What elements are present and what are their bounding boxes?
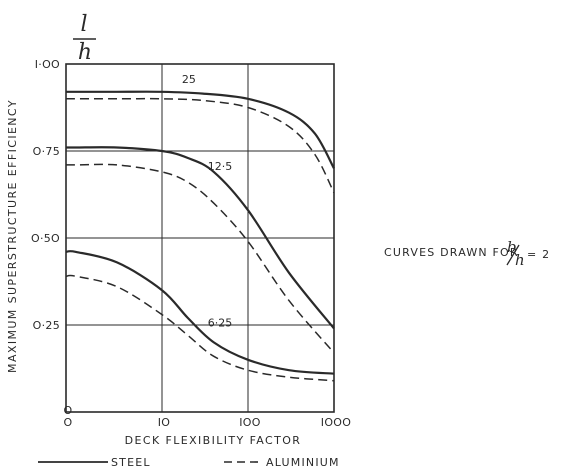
x-tick-label: IO xyxy=(158,416,171,429)
curves-note-prefix: CURVES DRAWN FOR xyxy=(384,246,519,259)
legend-aluminium-label: ALUMINIUM xyxy=(266,456,340,469)
title-fraction-denominator: h xyxy=(78,40,92,65)
y-tick-labels: O O·25 O·5O O·75 I·OO xyxy=(31,58,73,417)
series-line-aluminium xyxy=(65,163,335,354)
x-axis-title: DECK FLEXIBILITY FACTOR xyxy=(125,434,302,447)
series-lines xyxy=(65,90,335,382)
curves-note: CURVES DRAWN FOR b h = 2 xyxy=(384,238,550,269)
y-tick-label: O xyxy=(64,404,73,417)
x-tick-labels: O IO IOO IOOO xyxy=(64,416,351,429)
series-line-aluminium xyxy=(66,97,335,194)
series-line-aluminium xyxy=(65,274,335,382)
curves-note-frac-den: h xyxy=(515,251,525,269)
curve-label: 6·25 xyxy=(208,317,233,330)
legend: STEEL ALUMINIUM xyxy=(38,456,340,469)
y-tick-label: O·5O xyxy=(31,232,60,245)
series-line-steel xyxy=(65,250,335,375)
grid-lines xyxy=(66,64,334,412)
x-tick-label: IOO xyxy=(239,416,261,429)
curve-labels: 25 12·5 6·25 xyxy=(182,73,232,330)
series-line-steel xyxy=(66,146,335,330)
curve-label: 12·5 xyxy=(208,160,233,173)
title-fraction-numerator: l xyxy=(80,12,87,37)
curve-label: 25 xyxy=(182,73,196,86)
y-tick-label: O·75 xyxy=(33,145,60,158)
curves-note-suffix: = 2 xyxy=(527,248,550,261)
y-tick-label: I·OO xyxy=(35,58,60,71)
series-line-steel xyxy=(66,90,335,169)
title-fraction: l h xyxy=(73,12,96,65)
plot-frame xyxy=(65,63,335,413)
x-tick-label: O xyxy=(64,416,73,429)
y-axis-title: MAXIMUM SUPERSTRUCTURE EFFICIENCY xyxy=(6,99,19,373)
x-tick-label: IOOO xyxy=(321,416,351,429)
curves-note-frac-slash xyxy=(506,244,520,266)
curves-note-frac-num: b xyxy=(507,238,517,256)
y-tick-label: O·25 xyxy=(33,319,60,332)
legend-steel-label: STEEL xyxy=(111,456,151,469)
